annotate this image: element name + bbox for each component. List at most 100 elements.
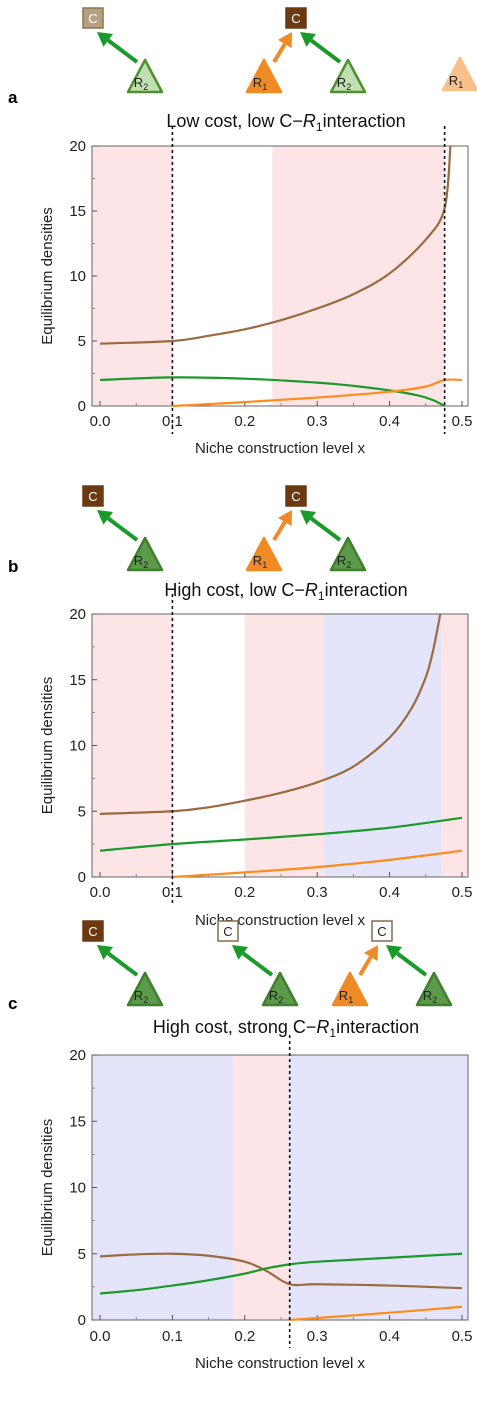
arrow-r1-to-c-head [363, 945, 378, 962]
r2-triangle: R2 [415, 971, 453, 1007]
food-web-icon: C R2 R1 [245, 485, 367, 572]
x-tick-label: 0.4 [379, 884, 400, 901]
r2-triangle-shape [126, 536, 164, 572]
x-tick-label: 0.1 [162, 1328, 183, 1345]
regime-region [92, 614, 173, 877]
r2-curve [99, 1252, 463, 1295]
y-tick-label: 20 [69, 606, 86, 623]
y-tick-label: 10 [69, 738, 86, 755]
arrow-r2-to-c-head [97, 510, 113, 525]
y-tick-label: 0 [78, 869, 86, 886]
r2-triangle-label: R2 [134, 75, 148, 92]
r2-triangle-label: R2 [269, 988, 283, 1005]
regime-region [289, 1055, 468, 1320]
food-web-icon: C R2 [82, 920, 164, 1007]
y-tick-label: 0 [78, 1312, 86, 1329]
r2-triangle-label: R2 [134, 553, 148, 570]
consumer-curve [99, 145, 452, 345]
x-tick-label: 0.3 [307, 884, 328, 901]
arrow-r2-to-c-shaft [106, 951, 139, 977]
consumer-box-box [82, 920, 104, 942]
y-tick-label: 15 [69, 203, 86, 220]
r1-triangle-label: R1 [253, 75, 267, 92]
network-icons: C R2 C R2 R1 [82, 485, 367, 572]
r2-triangle-label: R2 [337, 553, 351, 570]
x-tick-label: 0.4 [379, 413, 400, 430]
y-tick-label: 20 [69, 1047, 86, 1064]
series-group [99, 1252, 463, 1321]
r1-triangle-label: R1 [253, 553, 267, 570]
consumer-box: C [82, 7, 104, 29]
y-tick-label: 5 [78, 333, 86, 350]
arrow-r2-to-c [300, 32, 342, 64]
x-tick-label: 0.4 [379, 1328, 400, 1345]
r2-triangle-label: R2 [134, 988, 148, 1005]
r1-triangle-label: R1 [339, 988, 353, 1005]
consumer-box-label: C [88, 11, 97, 26]
series-group [99, 613, 463, 878]
r2-triangle: R2 [126, 536, 164, 572]
network-icons: C R2 C R2 C R2 R1 [82, 920, 453, 1007]
r2-triangle: R2 [329, 58, 367, 94]
r1-triangle: R1 [245, 58, 283, 94]
chart-title: High cost, low C−R1interaction [164, 580, 407, 603]
arrow-r2-to-c-head [300, 32, 316, 47]
y-tick-label: 10 [69, 1180, 86, 1197]
arrow-r1-to-c [272, 32, 292, 64]
network-icons: C R2 C R2 R1 R1 [82, 7, 477, 94]
regions [92, 614, 468, 877]
regime-region [324, 614, 442, 877]
r1-triangle-shape [441, 56, 477, 92]
panel-letter: b [8, 557, 18, 576]
arrow-r2-to-c-shaft [241, 951, 274, 977]
r2-triangle: R2 [126, 971, 164, 1007]
chart-title: High cost, strong C−R1interaction [153, 1017, 419, 1040]
x-tick-label: 0.5 [452, 1328, 473, 1345]
panel-c: C R2 C R2 C R2 R1 c High cost, strong C−R1intera… [8, 920, 472, 1372]
y-tick-label: 15 [69, 1113, 86, 1130]
arrow-r1-to-c-shaft [358, 955, 373, 977]
r2-triangle-shape [261, 971, 299, 1007]
y-axis-label: Equilibrium densities [39, 677, 56, 815]
y-tick-label: 10 [69, 268, 86, 285]
food-web-icon: C R2 [82, 7, 164, 94]
panel-letter: c [8, 994, 17, 1013]
regions [92, 1055, 468, 1320]
panel-letter: a [8, 88, 18, 107]
arrow-r2-to-c-shaft [396, 951, 428, 977]
regime-region [92, 1055, 233, 1320]
r2-triangle-shape [415, 971, 453, 1007]
consumer-box-box [285, 485, 307, 507]
arrow-r2-to-c-shaft [106, 516, 139, 542]
consumer-box-label: C [377, 924, 386, 939]
x-tick-label: 0.5 [452, 884, 473, 901]
regime-region [272, 146, 445, 406]
arrow-r1-to-c [358, 945, 378, 977]
r2-triangle-shape [126, 58, 164, 94]
arrow-r2-to-c [386, 945, 428, 977]
r2-triangle-shape [329, 536, 367, 572]
r1-triangle-shape [245, 536, 283, 572]
arrow-r2-to-c-head [97, 945, 113, 960]
chart-title: Low cost, low C−R1interaction [166, 111, 405, 134]
x-tick-label: 0.2 [234, 413, 255, 430]
r2-triangle-shape [126, 971, 164, 1007]
consumer-box-box [217, 920, 239, 942]
food-web-icon: C R2 R1 [245, 7, 367, 94]
regime-region [92, 146, 173, 406]
arrow-r2-to-c [97, 510, 139, 542]
regime-region [244, 614, 325, 877]
r1-triangle: R1 [441, 56, 477, 92]
food-web-icon: C R2 [217, 920, 299, 1007]
x-tick-label: 0.2 [234, 884, 255, 901]
r2-curve [99, 376, 446, 407]
x-axis-label: Niche construction level x [195, 1355, 366, 1372]
x-tick-label: 0.3 [307, 1328, 328, 1345]
panel-a: C R2 C R2 R1 R1 a Low cost, low C−R1interaction… [8, 7, 477, 457]
r1-triangle-shape [331, 971, 369, 1007]
food-web-icon: C R2 R1 [331, 920, 453, 1007]
